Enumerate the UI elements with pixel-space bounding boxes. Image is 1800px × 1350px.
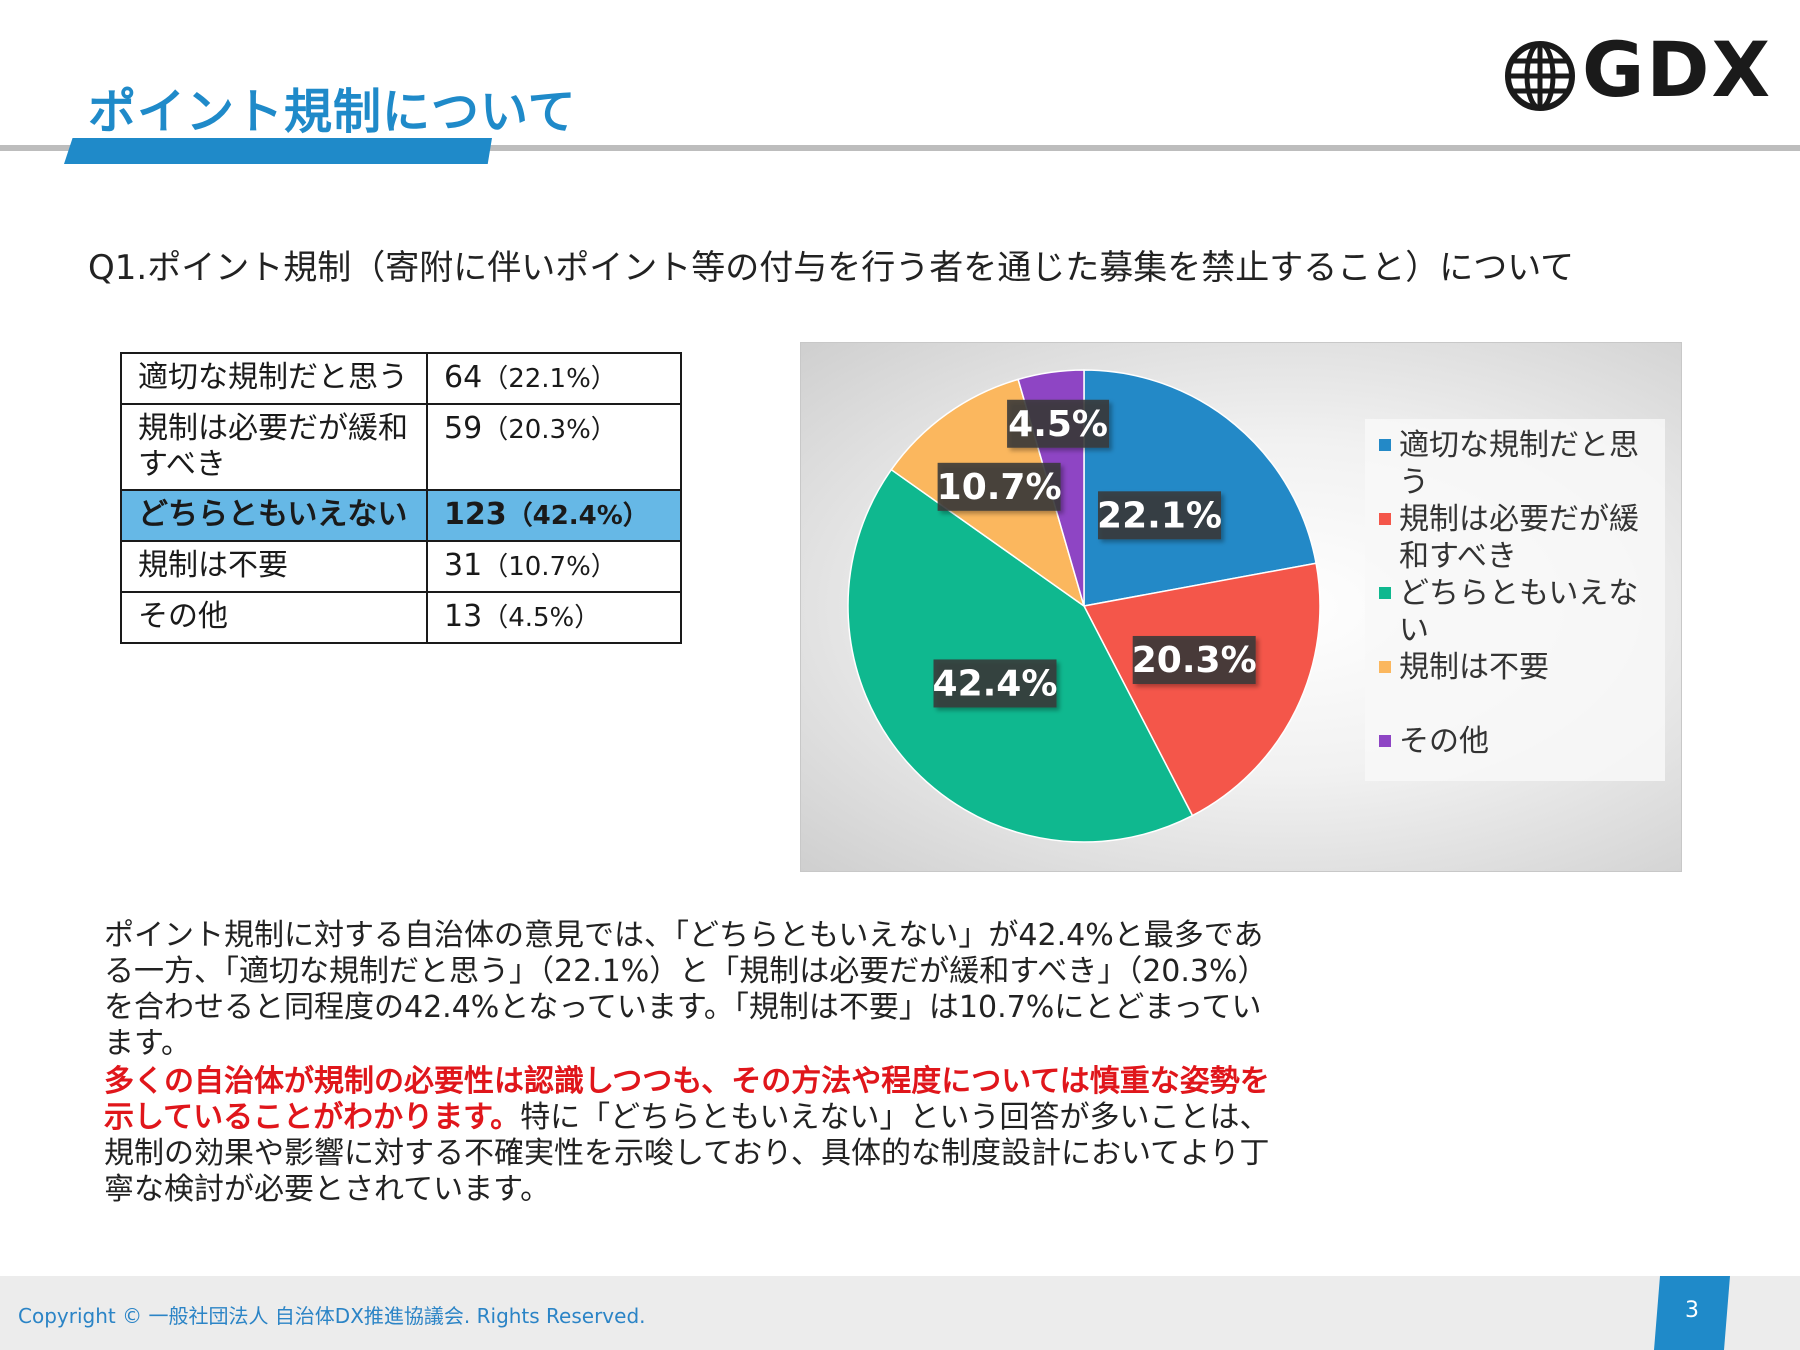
row-percent: （10.7%） xyxy=(482,552,617,582)
legend-label: 適切な規制だと思う xyxy=(1399,428,1639,500)
data-label-text: 4.5% xyxy=(1008,404,1108,445)
data-label: 4.5% xyxy=(1007,399,1110,448)
data-label: 20.3% xyxy=(1132,635,1257,684)
results-table: 適切な規制だと思う 64（22.1%） 規制は必要だが緩和すべき 59（20.3%）ど… xyxy=(120,352,682,644)
legend-label: どちらともいえない xyxy=(1399,576,1639,648)
table-row: 規制は必要だが緩和すべき 59（20.3%） xyxy=(120,403,682,491)
analysis-text: 特に「どちらともいえない」という回答が多いことは、規制の効果や影響に対する不確実… xyxy=(104,1100,1270,1207)
row-label: 適切な規制だと思う xyxy=(120,352,428,405)
table-row: 適切な規制だと思う 64（22.1%） xyxy=(120,352,682,405)
data-label-box xyxy=(1098,491,1222,540)
data-label-box xyxy=(937,462,1061,511)
row-value: 13（4.5%） xyxy=(426,591,682,644)
data-label-box xyxy=(1132,635,1256,684)
legend-label: 規制は必要だが緩和すべき xyxy=(1399,502,1639,574)
page-title: ポイント規制について xyxy=(88,84,577,140)
data-label: 10.7% xyxy=(937,462,1062,511)
pie-slice xyxy=(1082,562,1321,817)
legend-swatch xyxy=(1379,587,1391,599)
table-row: その他 13（4.5%） xyxy=(120,591,682,644)
row-count: 13 xyxy=(444,599,483,634)
data-label: 42.4% xyxy=(933,659,1058,708)
data-label-text: 42.4% xyxy=(933,663,1058,704)
row-count: 123 xyxy=(444,497,507,532)
row-value: 123（42.4%） xyxy=(426,489,682,542)
chart-legend: 適切な規制だと思う 規制は必要だが緩和すべき どちらともいえない 規制は不要その他 xyxy=(1365,419,1665,781)
table-row: 規制は不要 31（10.7%） xyxy=(120,540,682,593)
gdx-logo: GDX xyxy=(1500,32,1772,116)
data-label-text: 20.3% xyxy=(1132,640,1257,681)
table-row: どちらともいえない 123（42.4%） xyxy=(120,489,682,542)
row-percent: （42.4%） xyxy=(506,501,649,531)
row-label: 規制は必要だが緩和すべき xyxy=(120,403,428,491)
question-text: Q1.ポイント規制（寄附に伴いポイント等の付与を行う者を通じた募集を禁止すること… xyxy=(88,248,1575,288)
legend-swatch xyxy=(1379,439,1391,451)
data-label-text: 22.1% xyxy=(1097,495,1222,536)
page-number: 3 xyxy=(1685,1298,1699,1323)
legend-swatch xyxy=(1379,513,1391,525)
row-label: 規制は不要 xyxy=(120,540,428,593)
pie-slice xyxy=(1083,369,1317,607)
data-label-box xyxy=(933,659,1057,708)
footer: Copyright © 一般社団法人 自治体DX推進協議会. Rights Re… xyxy=(0,1276,1800,1350)
title-rule xyxy=(0,145,1800,151)
data-label: 22.1% xyxy=(1097,491,1222,540)
row-percent: （20.3%） xyxy=(482,415,617,445)
copyright-text: Copyright © 一般社団法人 自治体DX推進協議会. Rights Re… xyxy=(18,1304,646,1328)
legend-label: 規制は不要 xyxy=(1399,650,1549,685)
row-label: どちらともいえない xyxy=(120,489,428,542)
analysis-paragraph: 多くの自治体が規制の必要性は認識しつつも、その方法や程度については慎重な姿勢を示… xyxy=(104,1064,1284,1208)
row-label: その他 xyxy=(120,591,428,644)
title-accent-bar xyxy=(64,138,492,164)
data-label-box xyxy=(1007,399,1110,448)
pie-slice xyxy=(847,468,1194,843)
data-label-text: 10.7% xyxy=(937,467,1062,508)
page-number-tab: 3 xyxy=(1654,1276,1730,1350)
row-value: 59（20.3%） xyxy=(426,403,682,491)
pie-chart-panel: 22.1% 20.3% 42.4% 10.7% 4.5% 適切な規制だと思う 規制は必要だ… xyxy=(800,342,1682,872)
logo-wordmark: GDX xyxy=(1582,25,1773,114)
pie-chart: 22.1% 20.3% 42.4% 10.7% 4.5% xyxy=(847,369,1321,843)
legend-swatch xyxy=(1379,735,1391,747)
emphasis-text: 多くの自治体が規制の必要性は認識しつつも、その方法や程度については慎重な姿勢を示… xyxy=(104,1064,1270,1135)
row-percent: （4.5%） xyxy=(482,603,601,633)
globe-icon xyxy=(1505,41,1575,111)
legend-swatch xyxy=(1379,661,1391,673)
summary-paragraph: ポイント規制に対する自治体の意見では、「どちらともいえない」が42.4%と最多で… xyxy=(104,918,1268,1061)
row-count: 59 xyxy=(444,411,483,446)
row-value: 31（10.7%） xyxy=(426,540,682,593)
row-count: 31 xyxy=(444,548,483,583)
row-value: 64（22.1%） xyxy=(426,352,682,405)
row-percent: （22.1%） xyxy=(482,364,617,394)
row-count: 64 xyxy=(444,360,483,395)
legend-label: その他 xyxy=(1399,724,1489,759)
